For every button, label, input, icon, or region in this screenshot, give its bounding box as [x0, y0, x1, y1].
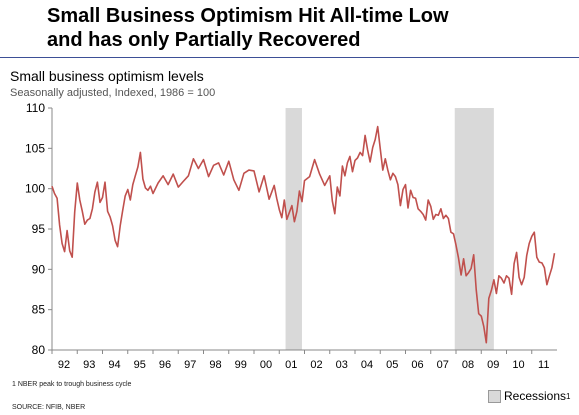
source-note: SOURCE: NFIB, NBER [12, 404, 86, 411]
legend-swatch-recessions [488, 389, 501, 403]
recession-band-1 [285, 108, 302, 350]
recession-band-2 [454, 108, 494, 350]
x-tick-label-98: 98 [209, 359, 221, 371]
x-tick-label-01: 01 [285, 359, 297, 371]
slide-headline: Small Business Optimism Hit All-time Low… [47, 4, 449, 52]
x-tick-label-02: 02 [310, 359, 322, 371]
x-tick-label-96: 96 [159, 359, 171, 371]
chart-legend: Recessions 1 [488, 389, 570, 403]
x-tick-label-06: 06 [411, 359, 423, 371]
x-tick-label-05: 05 [386, 359, 398, 371]
series-line-1 [51, 125, 556, 344]
y-tick-label-90: 90 [32, 262, 46, 276]
x-tick-label-99: 99 [235, 359, 247, 371]
x-tick-label-08: 08 [462, 359, 474, 371]
x-tick-label-09: 09 [487, 359, 499, 371]
footnote: 1 NBER peak to trough business cycle [12, 381, 132, 388]
headline-line-2: and has only Partially Recovered [47, 29, 361, 51]
x-tick-label-94: 94 [108, 359, 120, 371]
y-tick-label-100: 100 [25, 182, 45, 196]
chart-subtitle: Seasonally adjusted, Indexed, 1986 = 100 [10, 87, 216, 99]
x-tick-label-04: 04 [361, 359, 373, 371]
y-tick-label-85: 85 [32, 303, 46, 317]
x-tick-label-93: 93 [83, 359, 95, 371]
x-tick-label-10: 10 [512, 359, 524, 371]
x-tick-label-92: 92 [58, 359, 70, 371]
x-tick-label-95: 95 [134, 359, 146, 371]
x-tick-label-97: 97 [184, 359, 196, 371]
y-tick-label-105: 105 [25, 141, 45, 155]
legend-superscript: 1 [566, 391, 571, 401]
x-tick-label-11: 11 [538, 359, 549, 371]
y-tick-label-95: 95 [32, 222, 46, 236]
x-tick-label-00: 00 [260, 359, 272, 371]
x-tick-label-07: 07 [437, 359, 449, 371]
x-tick-label-03: 03 [336, 359, 348, 371]
chart-title: Small business optimism levels [10, 68, 204, 84]
header-divider [0, 57, 579, 58]
y-tick-label-80: 80 [32, 343, 46, 357]
legend-label-recessions: Recessions [504, 389, 567, 403]
y-tick-label-110: 110 [26, 101, 45, 115]
headline-line-1: Small Business Optimism Hit All-time Low [47, 5, 449, 27]
